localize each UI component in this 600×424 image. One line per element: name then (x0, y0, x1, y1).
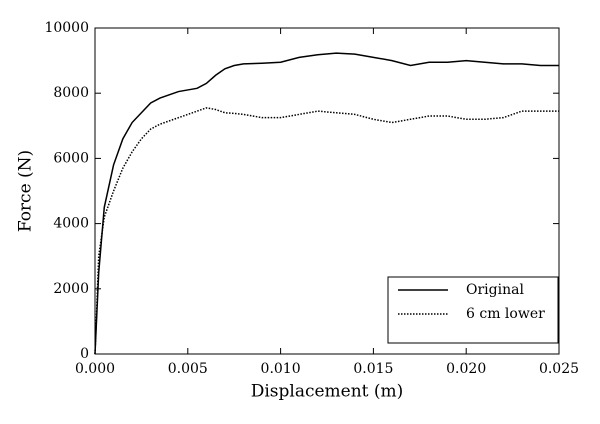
x-tick-label: 0.005 (168, 361, 208, 377)
x-tick-label: 0.025 (539, 361, 579, 377)
y-tick-label: 8000 (53, 85, 89, 101)
legend-label: Original (466, 282, 524, 298)
y-axis-label: Force (N) (16, 150, 36, 232)
y-tick-label: 6000 (53, 150, 89, 166)
legend-label: 6 cm lower (466, 306, 545, 322)
series-line (94, 52, 559, 355)
x-tick-label: 0.015 (353, 361, 393, 377)
series-line (94, 107, 559, 355)
y-tick-label: 4000 (53, 216, 89, 232)
y-tick-label: 0 (80, 346, 89, 362)
legend-box (387, 276, 559, 344)
y-tick-label: 10000 (44, 20, 89, 36)
x-axis-label: Displacement (m) (251, 382, 404, 402)
x-tick-label: 0.020 (446, 361, 486, 377)
y-tick-label: 2000 (53, 281, 89, 297)
x-tick-label: 0.000 (75, 361, 115, 377)
plot-frame (94, 27, 560, 355)
x-tick-label: 0.010 (261, 361, 301, 377)
